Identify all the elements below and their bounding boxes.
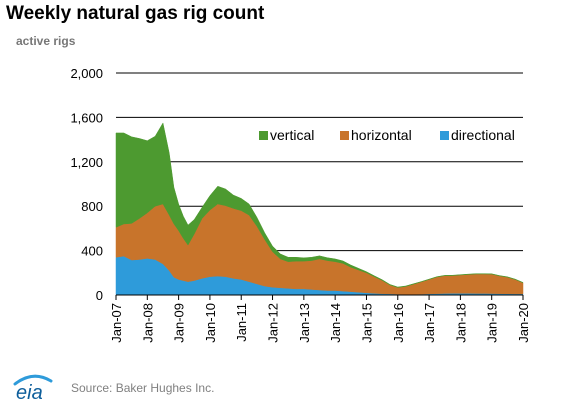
legend-swatch-directional [440,131,449,140]
series-area-vertical [115,122,524,288]
x-tick-label: Jan-10 [203,303,218,343]
legend-label-directional: directional [451,127,515,143]
x-tick-label: Jan-13 [297,303,312,343]
source-note: Source: Baker Hughes Inc. [71,381,215,395]
y-tick-label: 2,000 [70,66,103,81]
x-tick-label: Jan-14 [328,303,343,343]
x-tick-label: Jan-19 [485,303,500,343]
x-tick-label: Jan-09 [172,303,187,343]
legend-swatch-vertical [259,131,268,140]
y-tick-label: 400 [81,244,103,259]
logo-text: eia [16,382,43,402]
legend-swatch-horizontal [340,131,349,140]
y-tick-label: 1,200 [70,155,103,170]
axes: 0 400 800 1,200 1,600 2,000 Jan-07 Jan-08 Jan-09… [70,66,531,343]
x-tick-label: Jan-12 [266,303,281,343]
x-tick-label: Jan-17 [422,303,437,343]
stacked-areas [115,122,524,296]
x-tick-label: Jan-20 [516,303,531,343]
x-tick-label: Jan-07 [109,303,124,343]
y-tick-label: 800 [81,199,103,214]
eia-logo-icon: eia [13,374,53,402]
legend-label-vertical: vertical [270,127,314,143]
x-tick-label: Jan-11 [234,303,249,342]
y-tick-label: 0 [96,288,103,303]
x-tick-label: Jan-18 [453,303,468,343]
x-tick-label: Jan-15 [359,303,374,343]
x-tick-label: Jan-08 [140,303,155,343]
legend-label-horizontal: horizontal [351,127,412,143]
y-tick-label: 1,600 [70,110,103,125]
chart-title: Weekly natural gas rig count [6,3,265,24]
legend: vertical horizontal directional [259,127,515,143]
x-tick-label: Jan-16 [391,303,406,343]
gridlines [116,72,523,252]
y-axis-label: active rigs [16,34,76,48]
